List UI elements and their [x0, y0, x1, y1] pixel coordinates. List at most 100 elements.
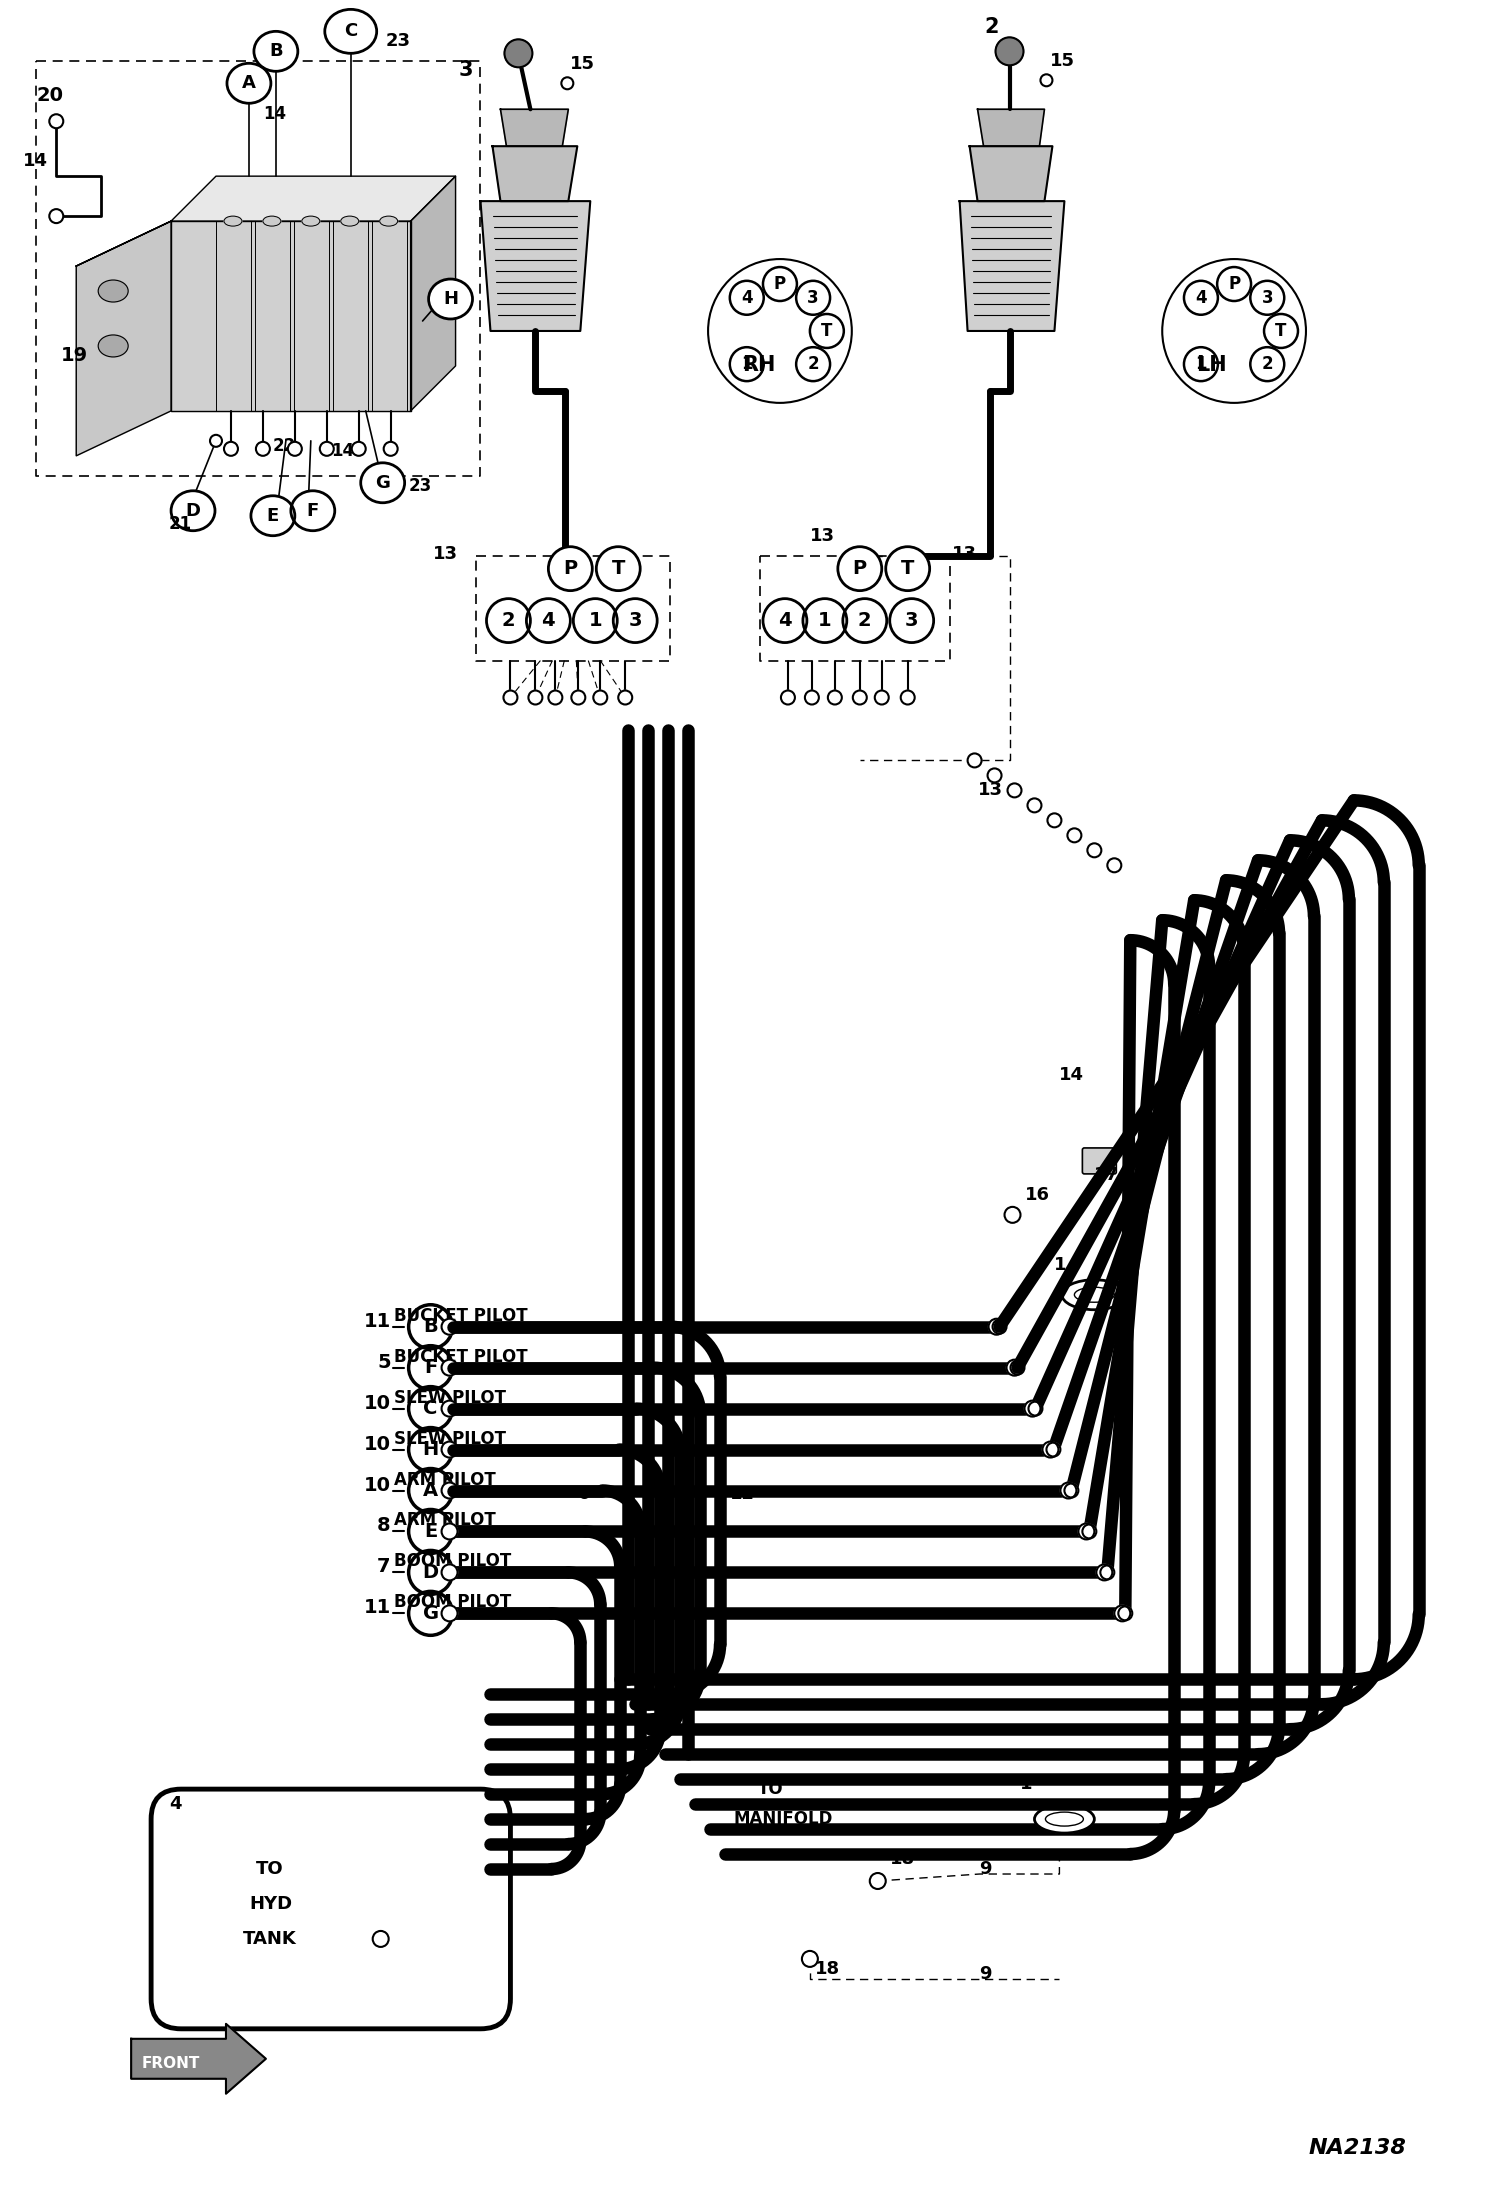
Polygon shape [493, 147, 577, 202]
Text: 20: 20 [36, 86, 63, 105]
Ellipse shape [379, 217, 397, 226]
Polygon shape [500, 110, 568, 147]
Ellipse shape [99, 336, 129, 357]
Circle shape [1043, 1441, 1059, 1458]
Circle shape [803, 599, 846, 643]
Circle shape [762, 268, 797, 300]
Circle shape [613, 599, 658, 643]
Text: 14: 14 [1059, 1066, 1085, 1083]
Text: 8: 8 [377, 1515, 391, 1535]
Circle shape [989, 1318, 1005, 1336]
Polygon shape [960, 202, 1065, 331]
Circle shape [1061, 1482, 1077, 1498]
Circle shape [571, 691, 586, 704]
Circle shape [409, 1509, 452, 1553]
Circle shape [210, 434, 222, 447]
Circle shape [1047, 1443, 1061, 1456]
Circle shape [1097, 1564, 1113, 1581]
Ellipse shape [225, 217, 243, 226]
Circle shape [1008, 783, 1022, 798]
Circle shape [593, 691, 607, 704]
Circle shape [1088, 844, 1101, 857]
Text: HYD: HYD [249, 1895, 292, 1912]
Circle shape [256, 441, 270, 456]
Text: 13: 13 [433, 544, 457, 564]
Circle shape [801, 1952, 818, 1967]
Text: 21: 21 [169, 515, 192, 533]
Text: 10: 10 [364, 1434, 391, 1454]
Text: A: A [243, 75, 256, 92]
Text: 4: 4 [169, 1796, 181, 1814]
Circle shape [1107, 857, 1122, 873]
Circle shape [996, 37, 1023, 66]
Circle shape [619, 691, 632, 704]
Text: D: D [422, 1564, 439, 1581]
Circle shape [1011, 1360, 1025, 1375]
Text: 14: 14 [264, 105, 286, 123]
Circle shape [795, 346, 830, 382]
Circle shape [730, 346, 764, 382]
Text: TO: TO [758, 1781, 783, 1798]
Circle shape [968, 754, 981, 768]
Circle shape [1025, 1401, 1041, 1417]
Text: 13: 13 [951, 544, 977, 564]
Text: FRONT: FRONT [141, 2057, 199, 2070]
Circle shape [409, 1386, 452, 1430]
Text: 16: 16 [1025, 1186, 1050, 1204]
Ellipse shape [361, 463, 404, 502]
Circle shape [804, 691, 819, 704]
Text: 19: 19 [61, 346, 88, 364]
Text: ARM PILOT: ARM PILOT [394, 1472, 496, 1489]
Circle shape [442, 1360, 457, 1375]
Circle shape [993, 1320, 1007, 1333]
Ellipse shape [171, 491, 216, 531]
Circle shape [409, 1550, 452, 1594]
Text: T: T [900, 559, 914, 579]
Text: 23: 23 [409, 476, 431, 496]
Ellipse shape [99, 281, 129, 303]
Polygon shape [978, 110, 1044, 147]
Circle shape [503, 691, 517, 704]
Text: 7: 7 [377, 1557, 391, 1577]
Circle shape [1218, 268, 1251, 300]
Ellipse shape [264, 217, 280, 226]
Text: BOOM PILOT: BOOM PILOT [394, 1594, 511, 1612]
Text: B: B [270, 42, 283, 61]
Circle shape [49, 114, 63, 127]
Circle shape [1119, 1605, 1132, 1621]
Circle shape [885, 546, 930, 590]
Text: 10: 10 [364, 1476, 391, 1493]
Circle shape [1183, 281, 1218, 316]
Circle shape [288, 441, 301, 456]
Circle shape [562, 77, 574, 90]
Text: 13: 13 [810, 526, 834, 544]
Text: 18: 18 [890, 1851, 915, 1868]
Circle shape [442, 1318, 457, 1336]
Circle shape [795, 281, 830, 316]
Ellipse shape [255, 31, 298, 72]
Circle shape [1251, 281, 1284, 316]
Text: 1: 1 [1055, 1257, 1067, 1274]
Circle shape [409, 1347, 452, 1390]
Text: T: T [1275, 322, 1287, 340]
Text: SLEW PILOT: SLEW PILOT [394, 1430, 506, 1447]
Circle shape [875, 691, 888, 704]
Circle shape [900, 691, 915, 704]
Circle shape [762, 599, 807, 643]
Polygon shape [132, 2024, 267, 2094]
Text: 14: 14 [331, 441, 354, 461]
Circle shape [225, 441, 238, 456]
Text: 4: 4 [742, 289, 752, 307]
Circle shape [373, 1932, 388, 1947]
Text: MANIFOLD: MANIFOLD [733, 1809, 833, 1829]
Text: 4: 4 [542, 612, 556, 629]
Text: P: P [774, 274, 786, 294]
Circle shape [1162, 259, 1306, 404]
Text: 1: 1 [818, 612, 831, 629]
Text: F: F [424, 1357, 437, 1377]
Text: 1: 1 [742, 355, 752, 373]
Text: H: H [422, 1441, 439, 1458]
Circle shape [852, 691, 867, 704]
Circle shape [548, 691, 562, 704]
Circle shape [1101, 1566, 1115, 1579]
